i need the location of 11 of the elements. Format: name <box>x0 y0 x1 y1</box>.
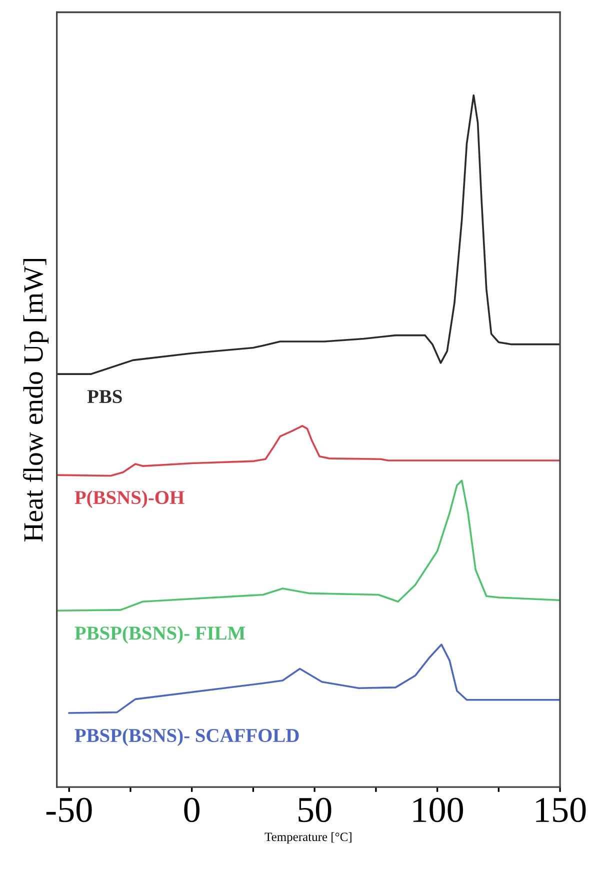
x-tick-label: 0 <box>184 798 200 822</box>
x-tick-label: 100 <box>413 798 464 822</box>
x-tick-label: 150 <box>536 798 586 822</box>
x-tick-label: 50 <box>298 798 332 822</box>
y-axis-title: Heat flow endo Up [mW] <box>23 259 48 542</box>
x-axis-title: Temperature [°C] <box>264 832 352 844</box>
series-label: PBSP(BSNS)- SCAFFOLD <box>74 728 299 746</box>
series-label: P(BSNS)-OH <box>74 490 184 508</box>
series-label: PBS <box>87 390 122 404</box>
x-tick-label: -50 <box>46 798 92 822</box>
series-label: PBSP(BSNS)- FILM <box>74 626 246 644</box>
